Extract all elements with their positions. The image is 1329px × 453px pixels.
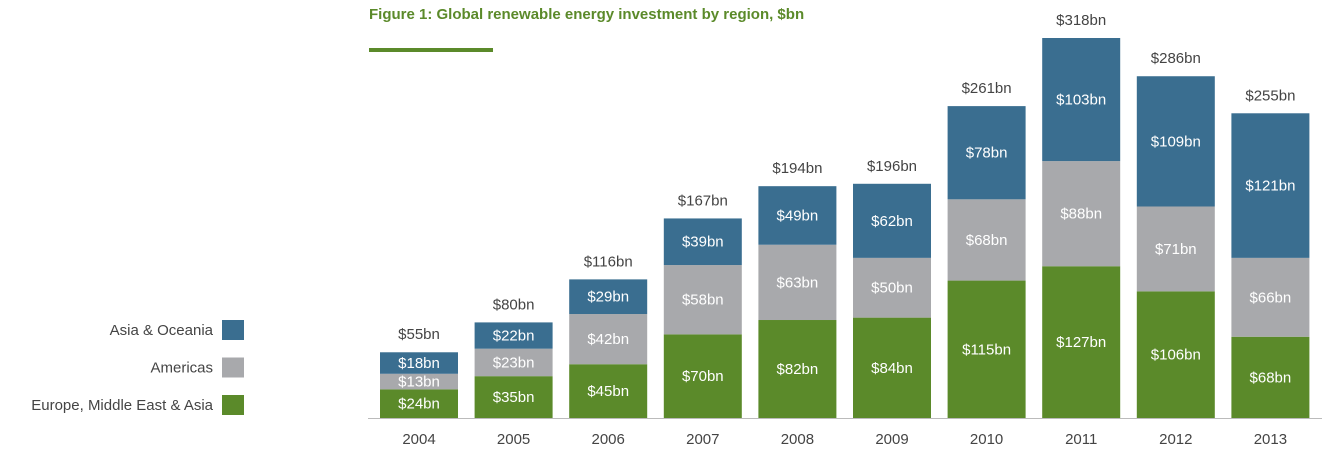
bar-segment <box>1136 76 1215 207</box>
chart-title: Figure 1: Global renewable energy invest… <box>369 6 804 23</box>
value-label: $13bn <box>398 374 440 391</box>
bar-segment <box>1231 257 1310 337</box>
total-label: $286bn <box>1151 50 1201 67</box>
value-label: $49bn <box>777 207 819 224</box>
legend-label: Asia & Oceania <box>110 322 214 339</box>
bar-segment <box>380 389 458 418</box>
value-label: $68bn <box>1250 369 1292 386</box>
bar-segment <box>1042 266 1121 418</box>
value-label: $78bn <box>966 145 1008 162</box>
value-label: $103bn <box>1056 92 1106 109</box>
bar-segment <box>380 373 458 390</box>
x-tick-label: 2005 <box>497 431 530 448</box>
value-label: $22bn <box>493 328 535 345</box>
total-label: $255bn <box>1245 87 1295 104</box>
x-tick-label: 2012 <box>1159 431 1192 448</box>
value-label: $127bn <box>1056 334 1106 351</box>
bar-segment <box>569 314 648 365</box>
total-label: $318bn <box>1056 12 1106 29</box>
bar-segment <box>1136 291 1215 418</box>
total-label: $261bn <box>962 80 1012 97</box>
value-label: $42bn <box>587 331 629 348</box>
value-label: $45bn <box>587 383 629 400</box>
value-label: $115bn <box>962 341 1011 358</box>
bar-segment <box>947 199 1026 281</box>
bar-segment <box>1042 38 1121 162</box>
x-tick-label: 2006 <box>592 431 625 448</box>
value-label: $106bn <box>1151 347 1201 364</box>
value-label: $35bn <box>493 389 535 406</box>
bar-segment <box>853 183 931 258</box>
bar-segment <box>947 106 1026 200</box>
bar-segment <box>663 265 742 335</box>
value-label: $109bn <box>1151 133 1201 150</box>
bar-segment <box>663 334 742 418</box>
total-label: $167bn <box>678 192 728 209</box>
bar-segment <box>380 352 458 374</box>
value-label: $50bn <box>871 280 913 297</box>
legend-swatch <box>222 395 244 415</box>
value-label: $29bn <box>587 289 629 306</box>
bar-segment <box>474 348 553 377</box>
value-label: $66bn <box>1250 289 1292 306</box>
x-tick-label: 2009 <box>875 431 908 448</box>
bar-segment <box>569 279 648 315</box>
legend-swatch <box>222 320 244 340</box>
value-label: $39bn <box>682 234 724 251</box>
x-tick-label: 2008 <box>781 431 814 448</box>
value-label: $82bn <box>777 361 819 378</box>
value-label: $24bn <box>398 396 440 413</box>
x-tick-label: 2004 <box>402 431 435 448</box>
total-label: $55bn <box>398 326 440 343</box>
x-tick-label: 2010 <box>970 431 1003 448</box>
bar-segment <box>758 320 837 418</box>
total-label: $116bn <box>584 253 633 270</box>
bar-segment <box>758 186 837 245</box>
value-label: $18bn <box>398 355 440 372</box>
bar-segment <box>1042 161 1121 267</box>
bar-segment <box>1231 113 1310 258</box>
bar-segment <box>853 317 931 418</box>
x-tick-label: 2011 <box>1065 431 1097 448</box>
bar-segment <box>853 257 931 318</box>
total-label: $80bn <box>493 296 535 313</box>
legend-label: Europe, Middle East & Asia <box>31 397 213 414</box>
value-label: $58bn <box>682 292 724 309</box>
value-label: $71bn <box>1155 241 1197 258</box>
bar-segment <box>1231 336 1310 418</box>
x-tick-label: 2013 <box>1254 431 1287 448</box>
value-label: $23bn <box>493 354 535 371</box>
bar-segment <box>1136 206 1215 292</box>
value-label: $62bn <box>871 213 913 230</box>
value-label: $68bn <box>966 232 1008 249</box>
bar-segment <box>474 322 553 349</box>
value-label: $84bn <box>871 360 913 377</box>
bar-segment <box>569 364 648 418</box>
bar-segment <box>758 244 837 321</box>
legend-label: Americas <box>150 359 213 376</box>
legend-swatch <box>222 357 244 378</box>
bar-segment <box>663 218 742 266</box>
bar-segment <box>947 280 1026 418</box>
total-label: $196bn <box>867 158 917 175</box>
bar-segment <box>474 376 553 418</box>
value-label: $121bn <box>1245 178 1295 195</box>
value-label: $70bn <box>682 368 724 385</box>
value-label: $63bn <box>777 274 819 291</box>
x-tick-label: 2007 <box>686 431 719 448</box>
total-label: $194bn <box>772 160 822 177</box>
value-label: $88bn <box>1060 206 1102 223</box>
